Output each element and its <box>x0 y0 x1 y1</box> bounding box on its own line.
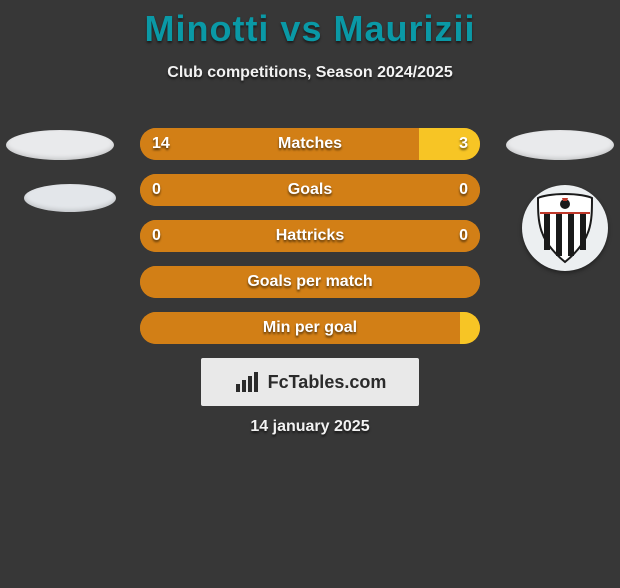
bar-label: Goals per match <box>140 266 480 298</box>
footer-logo: FcTables.com <box>201 358 419 406</box>
bar-left-value: 0 <box>152 220 161 252</box>
bar-right-value: 0 <box>459 174 468 206</box>
bar-label: Hattricks <box>140 220 480 252</box>
stat-bar-row: Goals per match <box>140 266 480 298</box>
left-player-decoration-2 <box>24 184 116 212</box>
bar-left-value: 14 <box>152 128 170 160</box>
left-player-decoration-1 <box>6 130 114 160</box>
stat-bars: Matches143Goals00Hattricks00Goals per ma… <box>140 128 480 358</box>
bar-label: Matches <box>140 128 480 160</box>
stat-bar-row: Hattricks0 0 <box>140 220 480 252</box>
page-subtitle: Club competitions, Season 2024/2025 <box>0 64 620 82</box>
stat-bar-row: Min per goal <box>140 312 480 344</box>
stat-bar-row: Goals0 0 <box>140 174 480 206</box>
page-title: Minotti vs Maurizii <box>0 8 620 50</box>
bar-right-value: 0 <box>459 220 468 252</box>
club-crest <box>522 185 608 271</box>
bar-chart-icon <box>234 370 262 394</box>
stat-bar-row: Matches14 3 <box>140 128 480 160</box>
bar-label: Goals <box>140 174 480 206</box>
bar-label: Min per goal <box>140 312 480 344</box>
right-player-decoration-1 <box>506 130 614 160</box>
bar-left-value: 0 <box>152 174 161 206</box>
footer-logo-text: FcTables.com <box>268 372 387 393</box>
footer-date: 14 january 2025 <box>0 418 620 436</box>
shield-icon <box>534 192 596 264</box>
bar-right-value: 3 <box>459 128 468 160</box>
